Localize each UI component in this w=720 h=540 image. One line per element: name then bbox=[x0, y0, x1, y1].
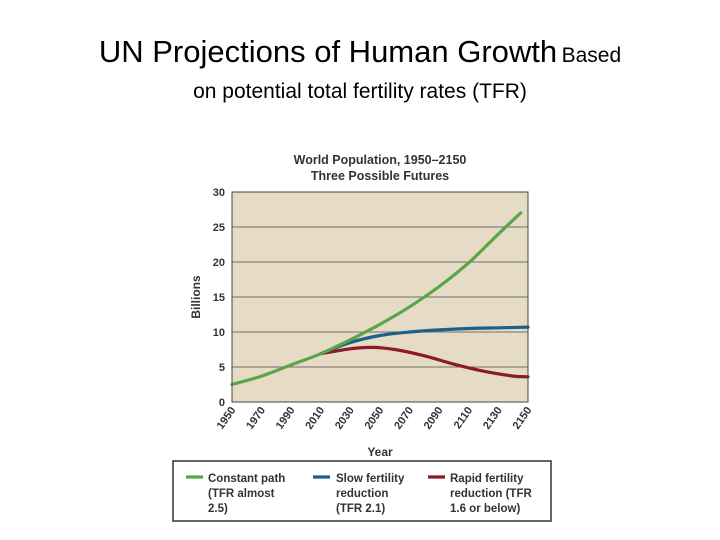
x-tick-label: 2130 bbox=[481, 405, 505, 432]
legend: Constant path (TFR almost 2.5) Slow fertili… bbox=[186, 473, 532, 515]
slide-subtitle: on potential total fertility rates (TFR) bbox=[193, 80, 527, 103]
y-tick-label: 15 bbox=[213, 292, 225, 304]
x-tick-label: 2090 bbox=[422, 405, 446, 432]
legend-label: (TFR 2.1) bbox=[336, 503, 385, 515]
series-rapid-fertility bbox=[319, 345, 530, 379]
chart-subtitle: Three Possible Futures bbox=[311, 169, 449, 183]
legend-label: Rapid fertility bbox=[450, 473, 524, 485]
slide-title-tail: Based bbox=[561, 44, 622, 67]
x-axis-ticks: 1950 1970 1990 2010 2030 2050 2070 2090 2110 2130… bbox=[215, 405, 535, 432]
chart-title: World Population, 1950–2150 bbox=[294, 153, 467, 167]
legend-box bbox=[172, 460, 552, 522]
x-tick-label: 2030 bbox=[333, 405, 357, 432]
x-tick-label: 1990 bbox=[274, 405, 298, 432]
x-tick-label: 2010 bbox=[303, 405, 327, 432]
series-layer bbox=[230, 191, 530, 403]
y-tick-label: 0 bbox=[219, 397, 225, 409]
legend-label: (TFR almost bbox=[208, 488, 275, 500]
legend-label: Constant path bbox=[208, 473, 285, 485]
x-tick-label: 2150 bbox=[511, 405, 535, 432]
y-tick-label: 25 bbox=[213, 222, 225, 234]
x-tick-label: 2050 bbox=[363, 405, 387, 432]
y-tick-label: 5 bbox=[219, 362, 225, 374]
y-tick-label: 20 bbox=[213, 257, 225, 269]
series-constant-path bbox=[230, 211, 523, 387]
x-axis-label: Year bbox=[367, 445, 393, 459]
plot-frame bbox=[231, 191, 529, 403]
y-axis-label: Billions bbox=[189, 275, 203, 319]
x-tick-label: 1970 bbox=[244, 405, 268, 432]
x-tick-label: 2110 bbox=[452, 405, 476, 431]
legend-label: Slow fertility bbox=[336, 473, 405, 485]
series-slow-fertility bbox=[319, 325, 530, 356]
slide-title: UN Projections of Human Growth Based bbox=[0, 34, 720, 70]
y-axis-ticks: 0 5 10 15 20 25 30 bbox=[213, 187, 225, 409]
y-tick-label: 10 bbox=[213, 327, 225, 339]
slide-title-main: UN Projections of Human Growth bbox=[98, 34, 558, 69]
legend-label: 1.6 or below) bbox=[450, 503, 520, 515]
legend-label: 2.5) bbox=[208, 503, 228, 515]
legend-label: reduction (TFR bbox=[450, 488, 532, 500]
x-tick-label: 2070 bbox=[392, 405, 416, 432]
y-tick-label: 30 bbox=[213, 187, 225, 199]
legend-label: reduction bbox=[336, 488, 388, 500]
